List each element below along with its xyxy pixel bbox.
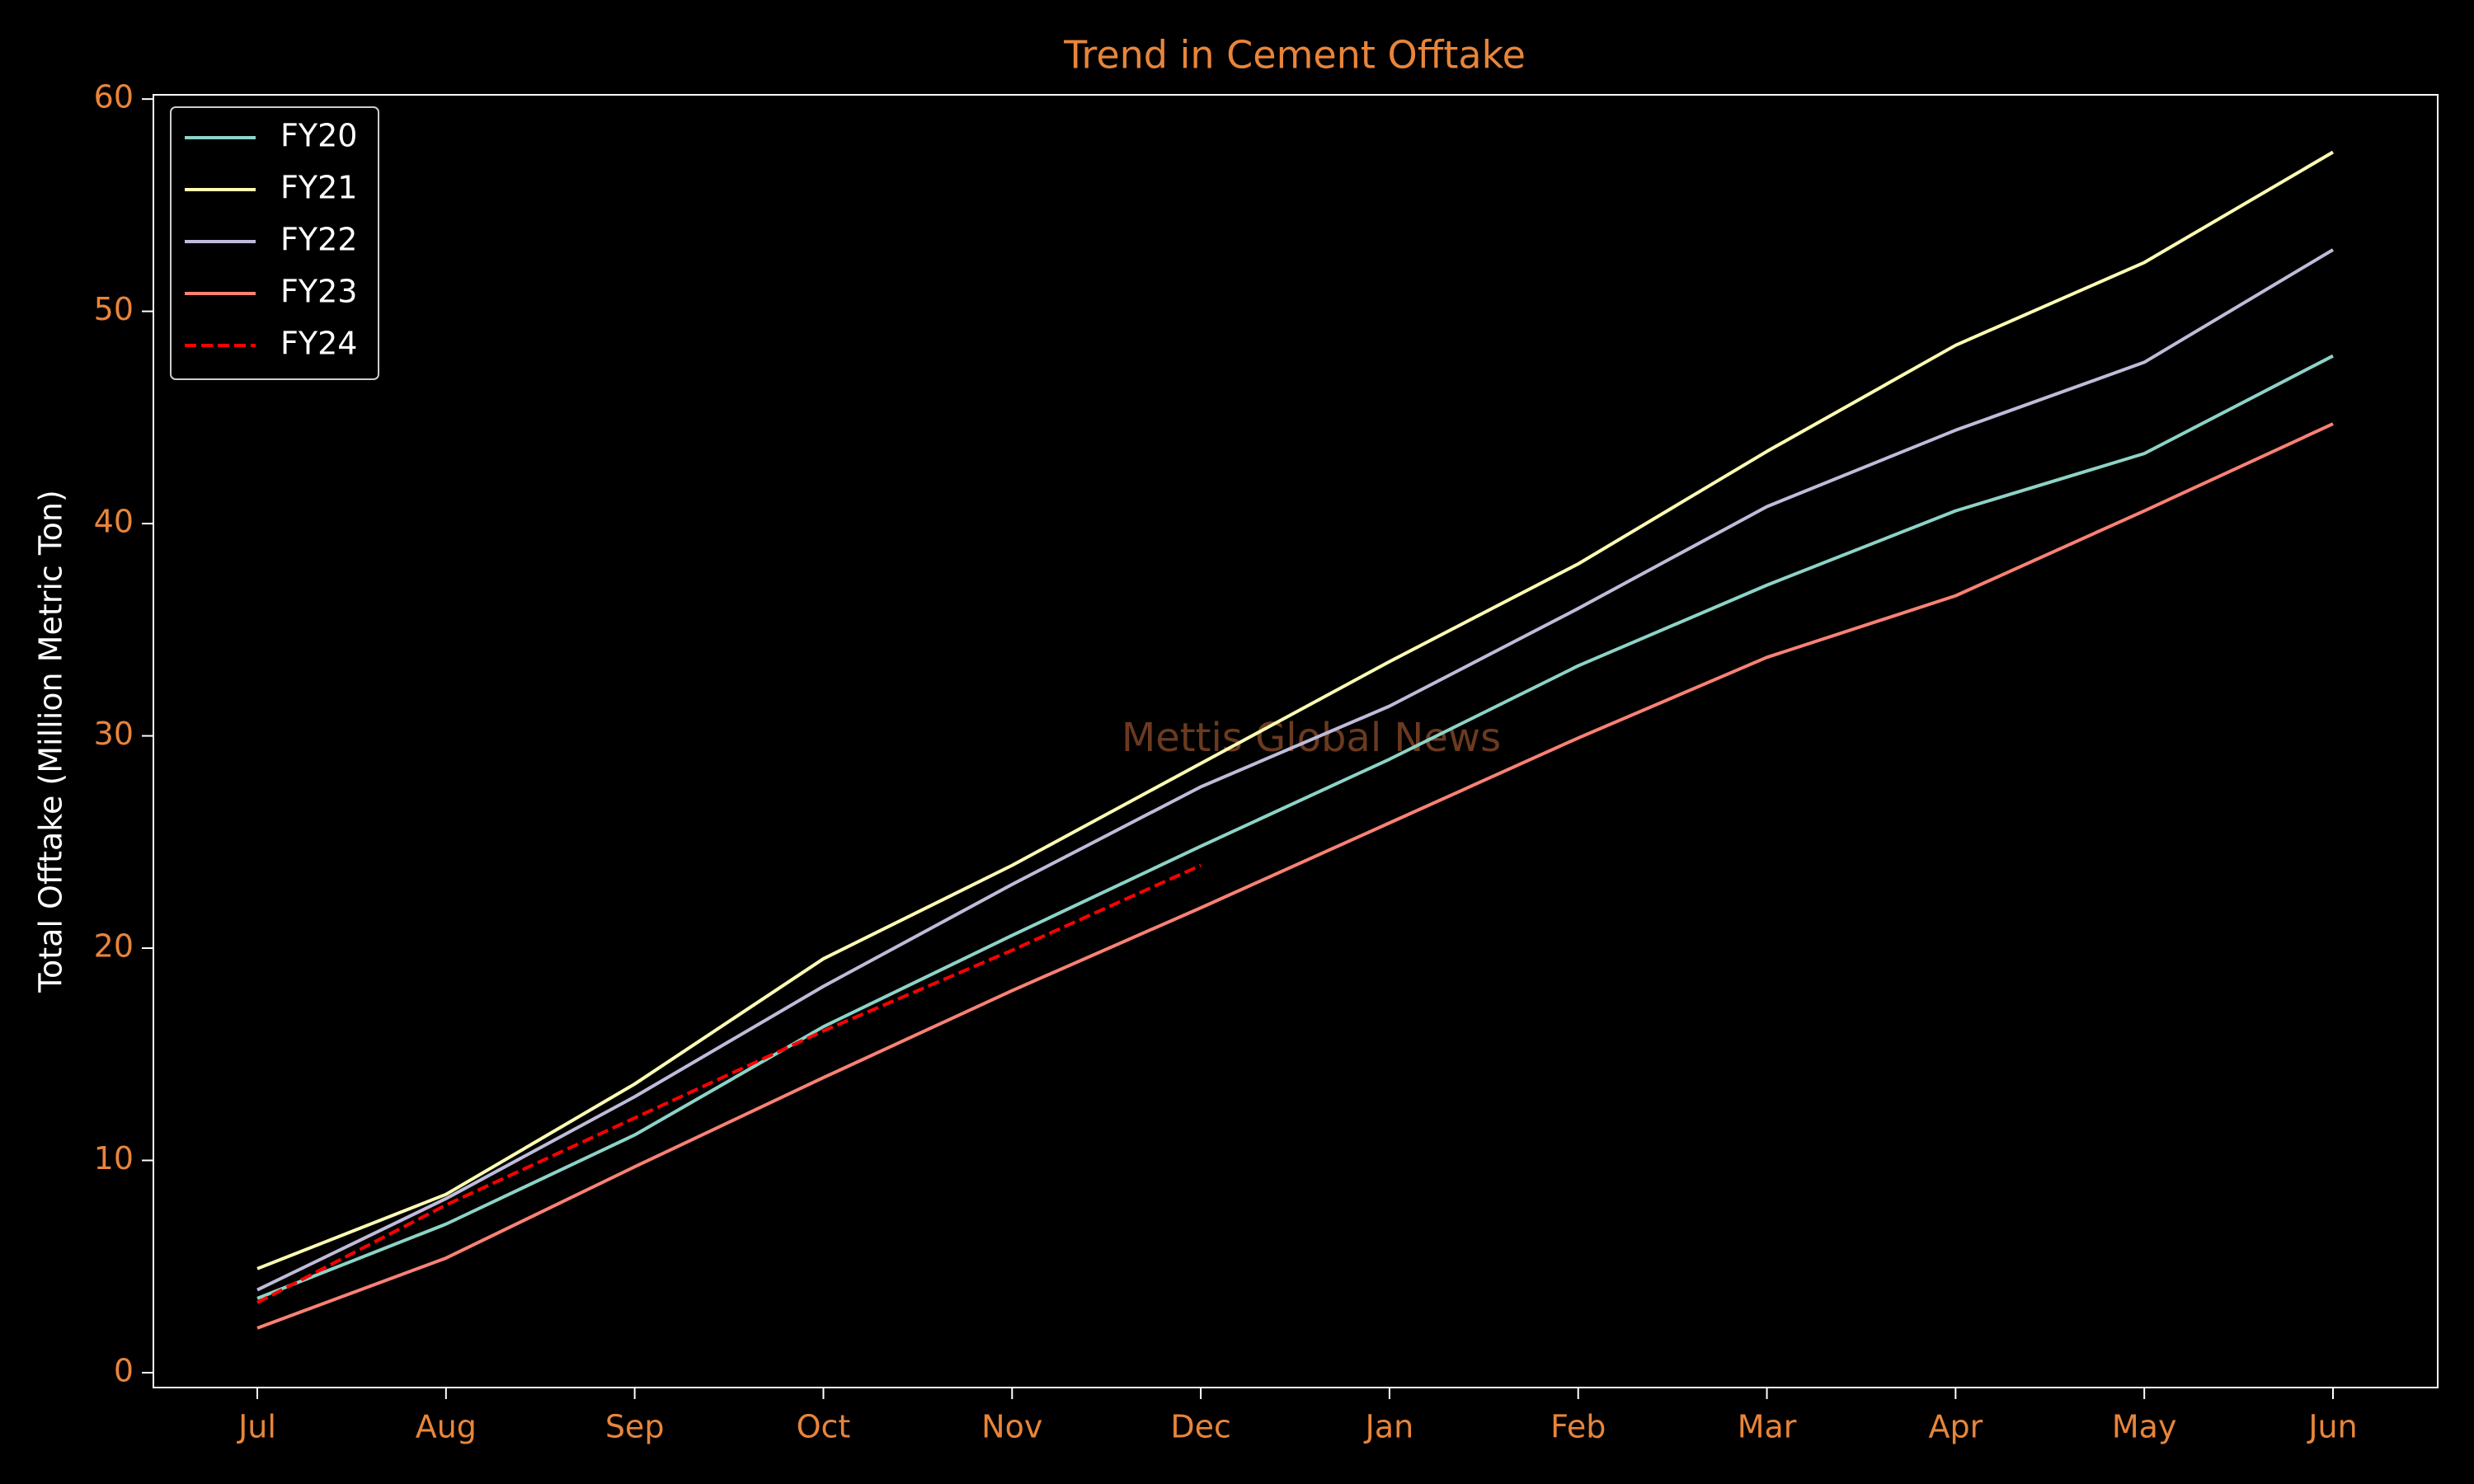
chart-title: Trend in Cement Offtake: [1063, 33, 1526, 77]
series-line: [256, 863, 1202, 1304]
series-line: [256, 422, 2334, 1330]
y-tick-label: 60: [94, 79, 134, 115]
legend-label: FY22: [280, 222, 357, 258]
x-tick-label: Jul: [237, 1409, 276, 1445]
x-tick-label: Jun: [2307, 1409, 2357, 1445]
plot-frame: [153, 94, 2439, 1388]
x-tick-label: Apr: [1928, 1409, 1982, 1445]
x-tick-label: Nov: [981, 1409, 1042, 1445]
legend: FY20 FY21 FY22 FY23 FY24: [170, 106, 379, 380]
x-tick-label: Sep: [605, 1409, 665, 1445]
y-tick-label: 0: [114, 1352, 134, 1388]
legend-label: FY21: [280, 170, 357, 206]
legend-label: FY23: [280, 274, 357, 310]
legend-box: [170, 106, 379, 380]
series-line: [256, 248, 2335, 1292]
legend-label: FY24: [280, 326, 357, 362]
y-tick-label: 20: [94, 928, 134, 965]
x-tick-label: Mar: [1738, 1409, 1797, 1445]
series-line: [256, 150, 2335, 1270]
x-tick-label: Dec: [1170, 1409, 1231, 1445]
y-tick-label: 50: [94, 291, 134, 327]
y-tick-label: 30: [94, 716, 134, 752]
x-tick-label: Aug: [416, 1409, 477, 1445]
x-tick-label: Feb: [1550, 1409, 1606, 1445]
x-tick-label: Jan: [1364, 1409, 1414, 1445]
x-tick-label: May: [2112, 1409, 2177, 1445]
x-tick-label: Oct: [797, 1409, 851, 1445]
legend-label: FY20: [280, 118, 357, 154]
y-tick-label: 10: [94, 1140, 134, 1176]
y-axis-label: Total Offtake (Million Metric Ton): [33, 490, 69, 993]
series-line: [256, 354, 2334, 1300]
y-tick-label: 40: [94, 504, 134, 540]
